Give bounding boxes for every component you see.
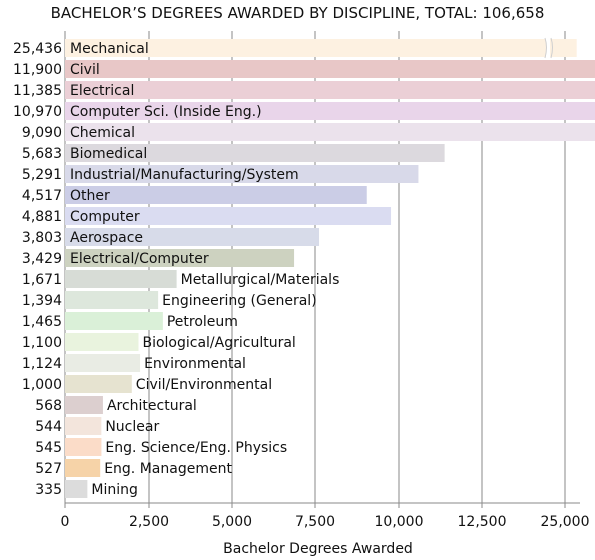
bar-category-label: Metallurgical/Materials xyxy=(181,272,340,288)
bar-value-label: 545 xyxy=(35,440,62,456)
bar-value-label: 1,671 xyxy=(22,272,62,288)
bar xyxy=(65,81,595,99)
bar xyxy=(65,249,295,267)
bar xyxy=(65,375,132,393)
x-tick-label: 10,000 xyxy=(375,514,424,530)
bar-category-label: Electrical xyxy=(70,83,134,99)
bar-category-label: Computer xyxy=(70,209,140,225)
bar-category-label: Biomedical xyxy=(70,146,147,162)
bar-value-label: 527 xyxy=(35,461,62,477)
bar xyxy=(65,354,141,372)
bar-category-label: Biological/Agricultural xyxy=(142,335,295,351)
bar-value-label: 25,436 xyxy=(13,41,62,57)
bar-category-label: Civil/Environmental xyxy=(136,377,272,393)
bar xyxy=(65,396,103,414)
bar-category-label: Computer Sci. (Inside Eng.) xyxy=(70,104,262,120)
x-tick-label: 7,500 xyxy=(295,514,335,530)
bar xyxy=(65,102,595,120)
bar-category-label: Eng. Management xyxy=(104,461,232,477)
bar-value-label: 11,385 xyxy=(13,83,62,99)
bar-category-label: Architectural xyxy=(107,398,197,414)
bar xyxy=(65,207,392,225)
bar-value-label: 11,900 xyxy=(13,62,62,78)
axis-break-curve xyxy=(550,37,553,59)
bar-value-label: 3,429 xyxy=(22,251,62,267)
bar xyxy=(65,438,102,456)
bar xyxy=(65,270,177,288)
x-tick-label: 2,500 xyxy=(129,514,169,530)
bar-category-label: Other xyxy=(70,188,110,204)
bar-category-label: Eng. Science/Eng. Physics xyxy=(105,440,287,456)
bar-category-label: Petroleum xyxy=(167,314,238,330)
bar xyxy=(65,165,419,183)
bar-value-label: 568 xyxy=(35,398,62,414)
bars: 25,436 Mechanical 11,900 Civil 11,385 Electri… xyxy=(13,37,595,498)
bar xyxy=(65,228,320,246)
bar xyxy=(65,186,367,204)
bar-category-label: Civil xyxy=(70,62,100,78)
bar xyxy=(65,417,102,435)
x-tick-label: 5,000 xyxy=(212,514,252,530)
bar xyxy=(65,144,445,162)
x-tick-label: 0 xyxy=(61,514,70,530)
bar-value-label: 3,803 xyxy=(22,230,62,246)
bar-category-label: Aerospace xyxy=(70,230,143,246)
bar-value-label: 1,465 xyxy=(22,314,62,330)
axis-break-curve xyxy=(544,37,547,59)
bar-value-label: 335 xyxy=(35,482,62,498)
bar xyxy=(65,333,139,351)
bar xyxy=(65,123,595,141)
x-tick-label: 12,500 xyxy=(458,514,507,530)
bar xyxy=(65,60,595,78)
bar-category-label: Electrical/Computer xyxy=(70,251,209,267)
axis-break-mark xyxy=(546,37,550,59)
bar xyxy=(65,312,163,330)
bar-value-label: 4,881 xyxy=(22,209,62,225)
bar-value-label: 10,970 xyxy=(13,104,62,120)
bar-value-label: 1,394 xyxy=(22,293,62,309)
bar-category-label: Environmental xyxy=(144,356,246,372)
bar-value-label: 4,517 xyxy=(22,188,62,204)
bar-value-label: 1,000 xyxy=(22,377,62,393)
bar-value-label: 1,124 xyxy=(22,356,62,372)
bar-category-label: Chemical xyxy=(70,125,135,141)
bar-category-label: Industrial/Manufacturing/System xyxy=(70,167,299,183)
bar-category-label: Mechanical xyxy=(70,41,149,57)
bar xyxy=(65,459,101,477)
bar xyxy=(65,39,577,57)
x-axis-label: Bachelor Degrees Awarded xyxy=(223,541,413,557)
bar-value-label: 1,100 xyxy=(22,335,62,351)
chart-title: BACHELOR’S DEGREES AWARDED BY DISCIPLINE… xyxy=(50,4,545,22)
bar-value-label: 5,683 xyxy=(22,146,62,162)
x-tick-label: 25,000 xyxy=(541,514,590,530)
bar-category-label: Mining xyxy=(91,482,137,498)
bar-value-label: 9,090 xyxy=(22,125,62,141)
bar-category-label: Engineering (General) xyxy=(162,293,317,309)
bar-value-label: 544 xyxy=(35,419,62,435)
bar-value-label: 5,291 xyxy=(22,167,62,183)
bar xyxy=(65,291,159,309)
bar-category-label: Nuclear xyxy=(105,419,159,435)
x-axis: 0 2,500 5,000 7,500 10,000 12,500 25,000 xyxy=(61,502,590,530)
bar xyxy=(65,480,88,498)
